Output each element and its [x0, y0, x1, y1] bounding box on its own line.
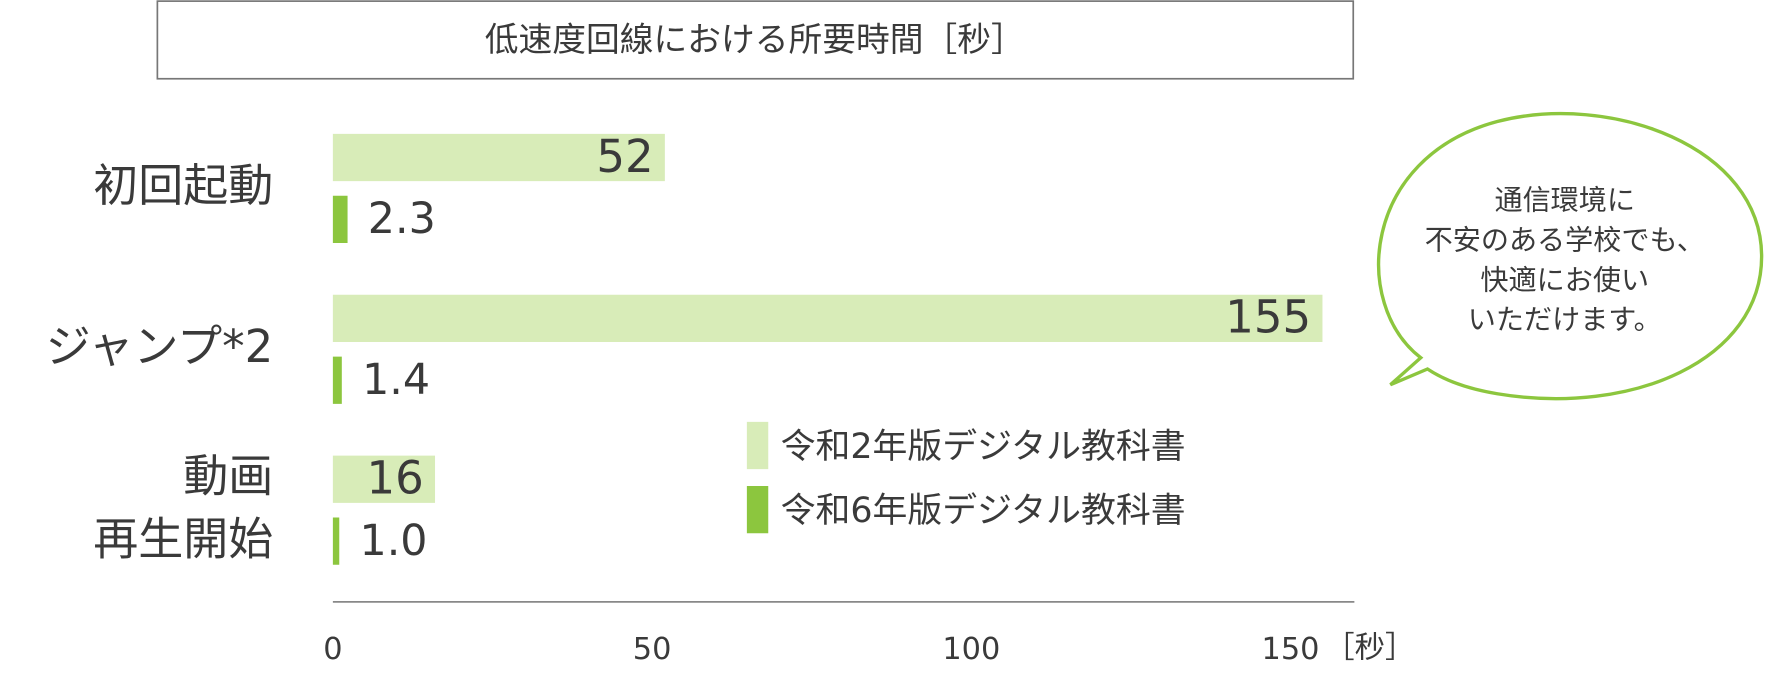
annotation-line: 快適にお使い	[1480, 263, 1649, 296]
bar	[332, 294, 1323, 342]
value-label: 2.3	[368, 194, 436, 244]
x-unit: ［秒］	[1324, 631, 1415, 666]
chart-title: 低速度回線における所要時間［秒］	[485, 20, 1025, 59]
annotation-line: 通信環境に	[1494, 183, 1635, 216]
bar	[332, 133, 665, 182]
bar	[332, 455, 436, 503]
legend-swatch	[746, 421, 769, 470]
category-label: ジャンプ*2	[46, 320, 274, 373]
value-label: 52	[596, 130, 653, 183]
x-tick-label: 100	[942, 632, 1000, 667]
value-label: 155	[1225, 291, 1311, 344]
value-label: 1.0	[360, 516, 428, 566]
speech-bubble	[1376, 112, 1764, 401]
x-tick-label: 0	[323, 632, 342, 667]
legend-label: 令和2年版デジタル教科書	[781, 427, 1186, 467]
value-label: 16	[367, 452, 424, 505]
category-label: 動画	[183, 449, 273, 502]
category-label: 再生開始	[93, 512, 273, 565]
title-box	[156, 0, 1355, 80]
annotation-line: いただけます。	[1468, 303, 1662, 336]
bar	[332, 195, 348, 243]
x-tick-label: 50	[633, 632, 672, 667]
bar	[332, 356, 342, 404]
legend-label: 令和6年版デジタル教科書	[781, 491, 1186, 531]
bar	[332, 517, 340, 565]
x-tick-label: 150	[1262, 632, 1320, 667]
category-label: 初回起動	[93, 159, 273, 212]
annotation-line: 不安のある学校でも、	[1425, 223, 1705, 256]
value-label: 1.4	[362, 355, 430, 405]
legend-swatch	[746, 486, 769, 534]
